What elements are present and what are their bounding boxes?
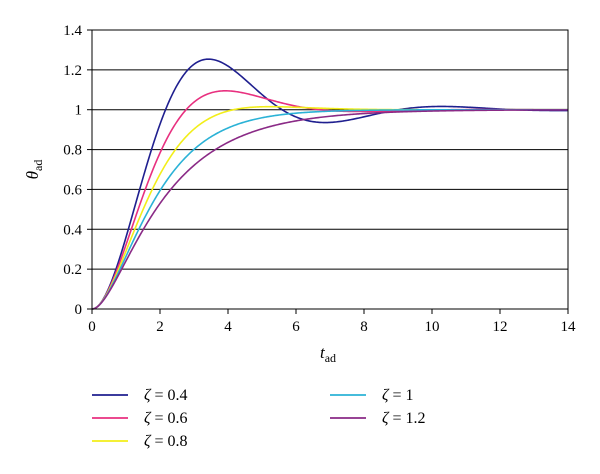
y-tick-marks bbox=[87, 29, 92, 310]
y-tick-label-7: 1.4 bbox=[63, 23, 82, 39]
legend-value-1: = 0.6 bbox=[150, 410, 187, 427]
x-tick-label-4: 8 bbox=[360, 319, 368, 335]
series-line-2 bbox=[91, 105, 568, 310]
y-axis-label: θad bbox=[23, 160, 45, 180]
y-tick-labels: 0 0.2 0.4 0.6 0.8 1 1.2 1.4 bbox=[63, 23, 82, 318]
y-tick-label-4: 0.8 bbox=[63, 143, 82, 159]
legend-zeta-symbol-3: ζ bbox=[382, 387, 390, 404]
series-curves bbox=[91, 58, 569, 310]
legend-zeta-symbol-2: ζ bbox=[144, 433, 152, 450]
x-tick-label-2: 4 bbox=[224, 319, 232, 335]
legend-value-2: = 0.8 bbox=[150, 433, 187, 450]
legend-zeta-symbol-1: ζ bbox=[144, 410, 152, 427]
y-tick-label-1: 0.2 bbox=[63, 262, 82, 278]
plot-frame bbox=[91, 29, 569, 310]
x-tick-label-1: 2 bbox=[156, 319, 164, 335]
legend-label-4: ζ = 1.2 bbox=[382, 410, 426, 427]
legend: ζ = 0.4ζ = 0.6ζ = 0.8ζ = 1ζ = 1.2 bbox=[92, 387, 426, 450]
x-tick-marks bbox=[91, 309, 569, 314]
x-tick-label-5: 10 bbox=[425, 319, 440, 335]
y-tick-label-0: 0 bbox=[75, 302, 83, 318]
legend-value-4: = 1.2 bbox=[388, 410, 425, 427]
legend-label-0: ζ = 0.4 bbox=[144, 387, 188, 404]
legend-item-2: ζ = 0.8 bbox=[92, 433, 188, 450]
legend-item-1: ζ = 0.6 bbox=[92, 410, 188, 427]
x-tick-label-7: 14 bbox=[561, 319, 577, 335]
legend-label-1: ζ = 0.6 bbox=[144, 410, 188, 427]
legend-item-0: ζ = 0.4 bbox=[92, 387, 188, 404]
legend-label-2: ζ = 0.8 bbox=[144, 433, 188, 450]
legend-value-3: = 1 bbox=[388, 387, 413, 404]
legend-value-0: = 0.4 bbox=[150, 387, 187, 404]
x-tick-label-3: 6 bbox=[292, 319, 300, 335]
x-tick-label-0: 0 bbox=[88, 319, 96, 335]
legend-zeta-symbol-0: ζ bbox=[144, 387, 152, 404]
y-tick-label-2: 0.4 bbox=[63, 222, 82, 238]
series-line-4 bbox=[91, 109, 568, 310]
legend-label-3: ζ = 1 bbox=[382, 387, 414, 404]
legend-item-3: ζ = 1 bbox=[330, 387, 414, 404]
y-tick-label-5: 1 bbox=[75, 103, 83, 119]
series-line-0 bbox=[91, 58, 569, 310]
legend-zeta-symbol-4: ζ bbox=[382, 410, 390, 427]
x-tick-labels: 0 2 4 6 8 10 12 14 bbox=[88, 319, 576, 335]
y-tick-label-6: 1.2 bbox=[63, 63, 82, 79]
x-tick-label-6: 12 bbox=[493, 319, 508, 335]
legend-item-4: ζ = 1.2 bbox=[330, 410, 426, 427]
series-line-3 bbox=[91, 108, 568, 310]
x-axis-label: tad bbox=[320, 343, 336, 365]
y-tick-label-3: 0.6 bbox=[63, 182, 82, 198]
